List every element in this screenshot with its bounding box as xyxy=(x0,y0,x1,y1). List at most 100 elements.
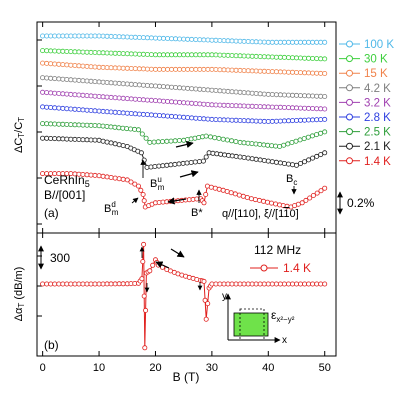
data-point-a-1.4K xyxy=(244,194,250,200)
data-point-a-2.5K xyxy=(100,123,106,129)
data-point-a-2.1K xyxy=(180,160,186,166)
data-point-a-3.2K xyxy=(249,103,255,109)
data-point-a-2.5K xyxy=(289,139,295,145)
data-point-a-2.8K xyxy=(120,110,126,116)
data-point-a-3.2K xyxy=(152,98,158,104)
data-point-a-3.2K xyxy=(140,97,146,103)
data-point-a-15K xyxy=(60,62,66,68)
data-point-a-2.5K xyxy=(249,141,255,147)
legend-marker xyxy=(346,40,353,48)
data-point-b-1.4K xyxy=(141,241,147,247)
data-point-a-2.8K xyxy=(261,118,267,124)
panel-a-label: (a) xyxy=(44,206,59,220)
panel-b: 0 10 20 30 40 50 ΔαT (dB/m) (b) 300 112 MHz 1… xyxy=(13,232,337,374)
data-point-a-4.2K xyxy=(112,80,118,86)
data-point-a-1.4K xyxy=(216,186,222,192)
x-axis-label: B (T) xyxy=(173,370,200,384)
data-point-a-2.5K xyxy=(212,135,218,141)
data-point-b-1.4K xyxy=(116,281,122,287)
data-point-a-30K xyxy=(277,54,283,60)
data-point-a-4.2K xyxy=(44,75,50,81)
data-point-a-4.2K xyxy=(60,76,66,82)
data-point-a-1.4K xyxy=(92,172,98,178)
annotation-bmd: Bd m xyxy=(104,200,119,217)
data-point-a-2.8K xyxy=(88,108,94,114)
data-point-a-1.4K xyxy=(135,183,141,189)
data-point-a-15K xyxy=(152,66,158,72)
panel-b-frame xyxy=(36,232,337,357)
data-point-a-2.1K xyxy=(241,154,247,160)
data-point-a-15K xyxy=(124,65,130,71)
data-point-a-4.2K xyxy=(136,82,142,88)
panel-b-series xyxy=(40,241,328,351)
data-point-a-1.4K xyxy=(224,188,230,194)
data-point-a-30K xyxy=(104,50,110,56)
data-point-a-100K xyxy=(209,37,215,43)
data-point-a-3.2K xyxy=(92,93,98,99)
legend-item-2.1K: 2.1 K xyxy=(339,141,391,153)
data-point-a-30K xyxy=(293,55,299,61)
data-point-a-2.1K xyxy=(285,161,291,167)
data-point-b-1.4K xyxy=(269,281,275,287)
data-point-a-3.2K xyxy=(44,90,50,96)
data-point-a-4.2K xyxy=(314,93,320,99)
data-point-a-1.4K xyxy=(141,198,147,204)
data-point-a-15K xyxy=(285,69,291,75)
data-point-a-1.4K xyxy=(132,181,138,187)
data-point-a-15K xyxy=(189,66,195,72)
inset-y-label: y xyxy=(222,291,227,302)
data-point-a-2.5K xyxy=(84,122,90,128)
data-point-b-1.4K xyxy=(72,281,78,287)
data-point-a-2.5K xyxy=(216,135,222,141)
data-point-a-2.8K xyxy=(310,117,316,123)
data-point-a-2.5K xyxy=(68,122,74,128)
data-point-a-100K xyxy=(318,39,324,45)
data-point-a-2.5K xyxy=(56,121,62,127)
data-point-a-30K xyxy=(322,56,328,62)
data-point-b-1.4K xyxy=(318,281,324,287)
data-point-a-2.8K xyxy=(144,112,150,118)
data-point-a-2.8K xyxy=(221,117,227,123)
data-point-a-30K xyxy=(128,51,134,57)
data-point-a-3.2K xyxy=(88,93,94,99)
legend-label: 2.1 K xyxy=(364,141,391,153)
data-point-a-1.4K xyxy=(112,175,118,181)
legend-marker xyxy=(346,84,353,92)
data-point-a-30K xyxy=(225,52,231,58)
data-point-a-3.2K xyxy=(84,93,90,99)
panel-a-series xyxy=(40,33,328,210)
data-point-a-100K xyxy=(165,36,171,42)
data-point-a-2.5K xyxy=(277,143,283,149)
data-point-a-4.2K xyxy=(116,80,122,86)
data-point-a-15K xyxy=(237,67,243,73)
data-point-a-30K xyxy=(76,49,82,55)
data-point-a-2.1K xyxy=(265,158,271,164)
data-point-a-2.1K xyxy=(293,162,299,168)
data-point-a-2.8K xyxy=(92,108,98,114)
data-point-a-15K xyxy=(322,71,328,77)
annotation-bstar: B* xyxy=(191,207,203,219)
data-point-a-2.8K xyxy=(169,113,175,119)
data-point-a-3.2K xyxy=(116,95,122,101)
data-point-a-100K xyxy=(140,35,146,41)
data-point-a-2.8K xyxy=(80,107,86,113)
data-point-a-2.8K xyxy=(40,104,46,110)
data-point-b-1.4K xyxy=(233,281,239,287)
data-point-a-100K xyxy=(189,36,195,42)
data-point-a-2.5K xyxy=(44,121,50,127)
data-point-a-15K xyxy=(144,66,150,72)
data-point-a-30K xyxy=(310,56,316,62)
data-point-a-2.8K xyxy=(152,112,158,118)
data-point-a-3.2K xyxy=(48,90,54,96)
series-a-30K xyxy=(40,48,328,62)
data-point-a-2.8K xyxy=(302,117,308,123)
data-point-a-2.5K xyxy=(297,137,303,143)
data-point-b-1.4K xyxy=(257,281,263,287)
data-point-a-2.1K xyxy=(273,159,279,165)
data-point-a-2.1K xyxy=(277,160,283,166)
data-point-a-100K xyxy=(169,36,175,42)
data-point-a-1.4K xyxy=(236,192,242,198)
data-point-a-2.1K xyxy=(84,137,90,143)
data-point-a-4.2K xyxy=(68,77,74,83)
data-point-a-1.4K xyxy=(228,190,234,196)
